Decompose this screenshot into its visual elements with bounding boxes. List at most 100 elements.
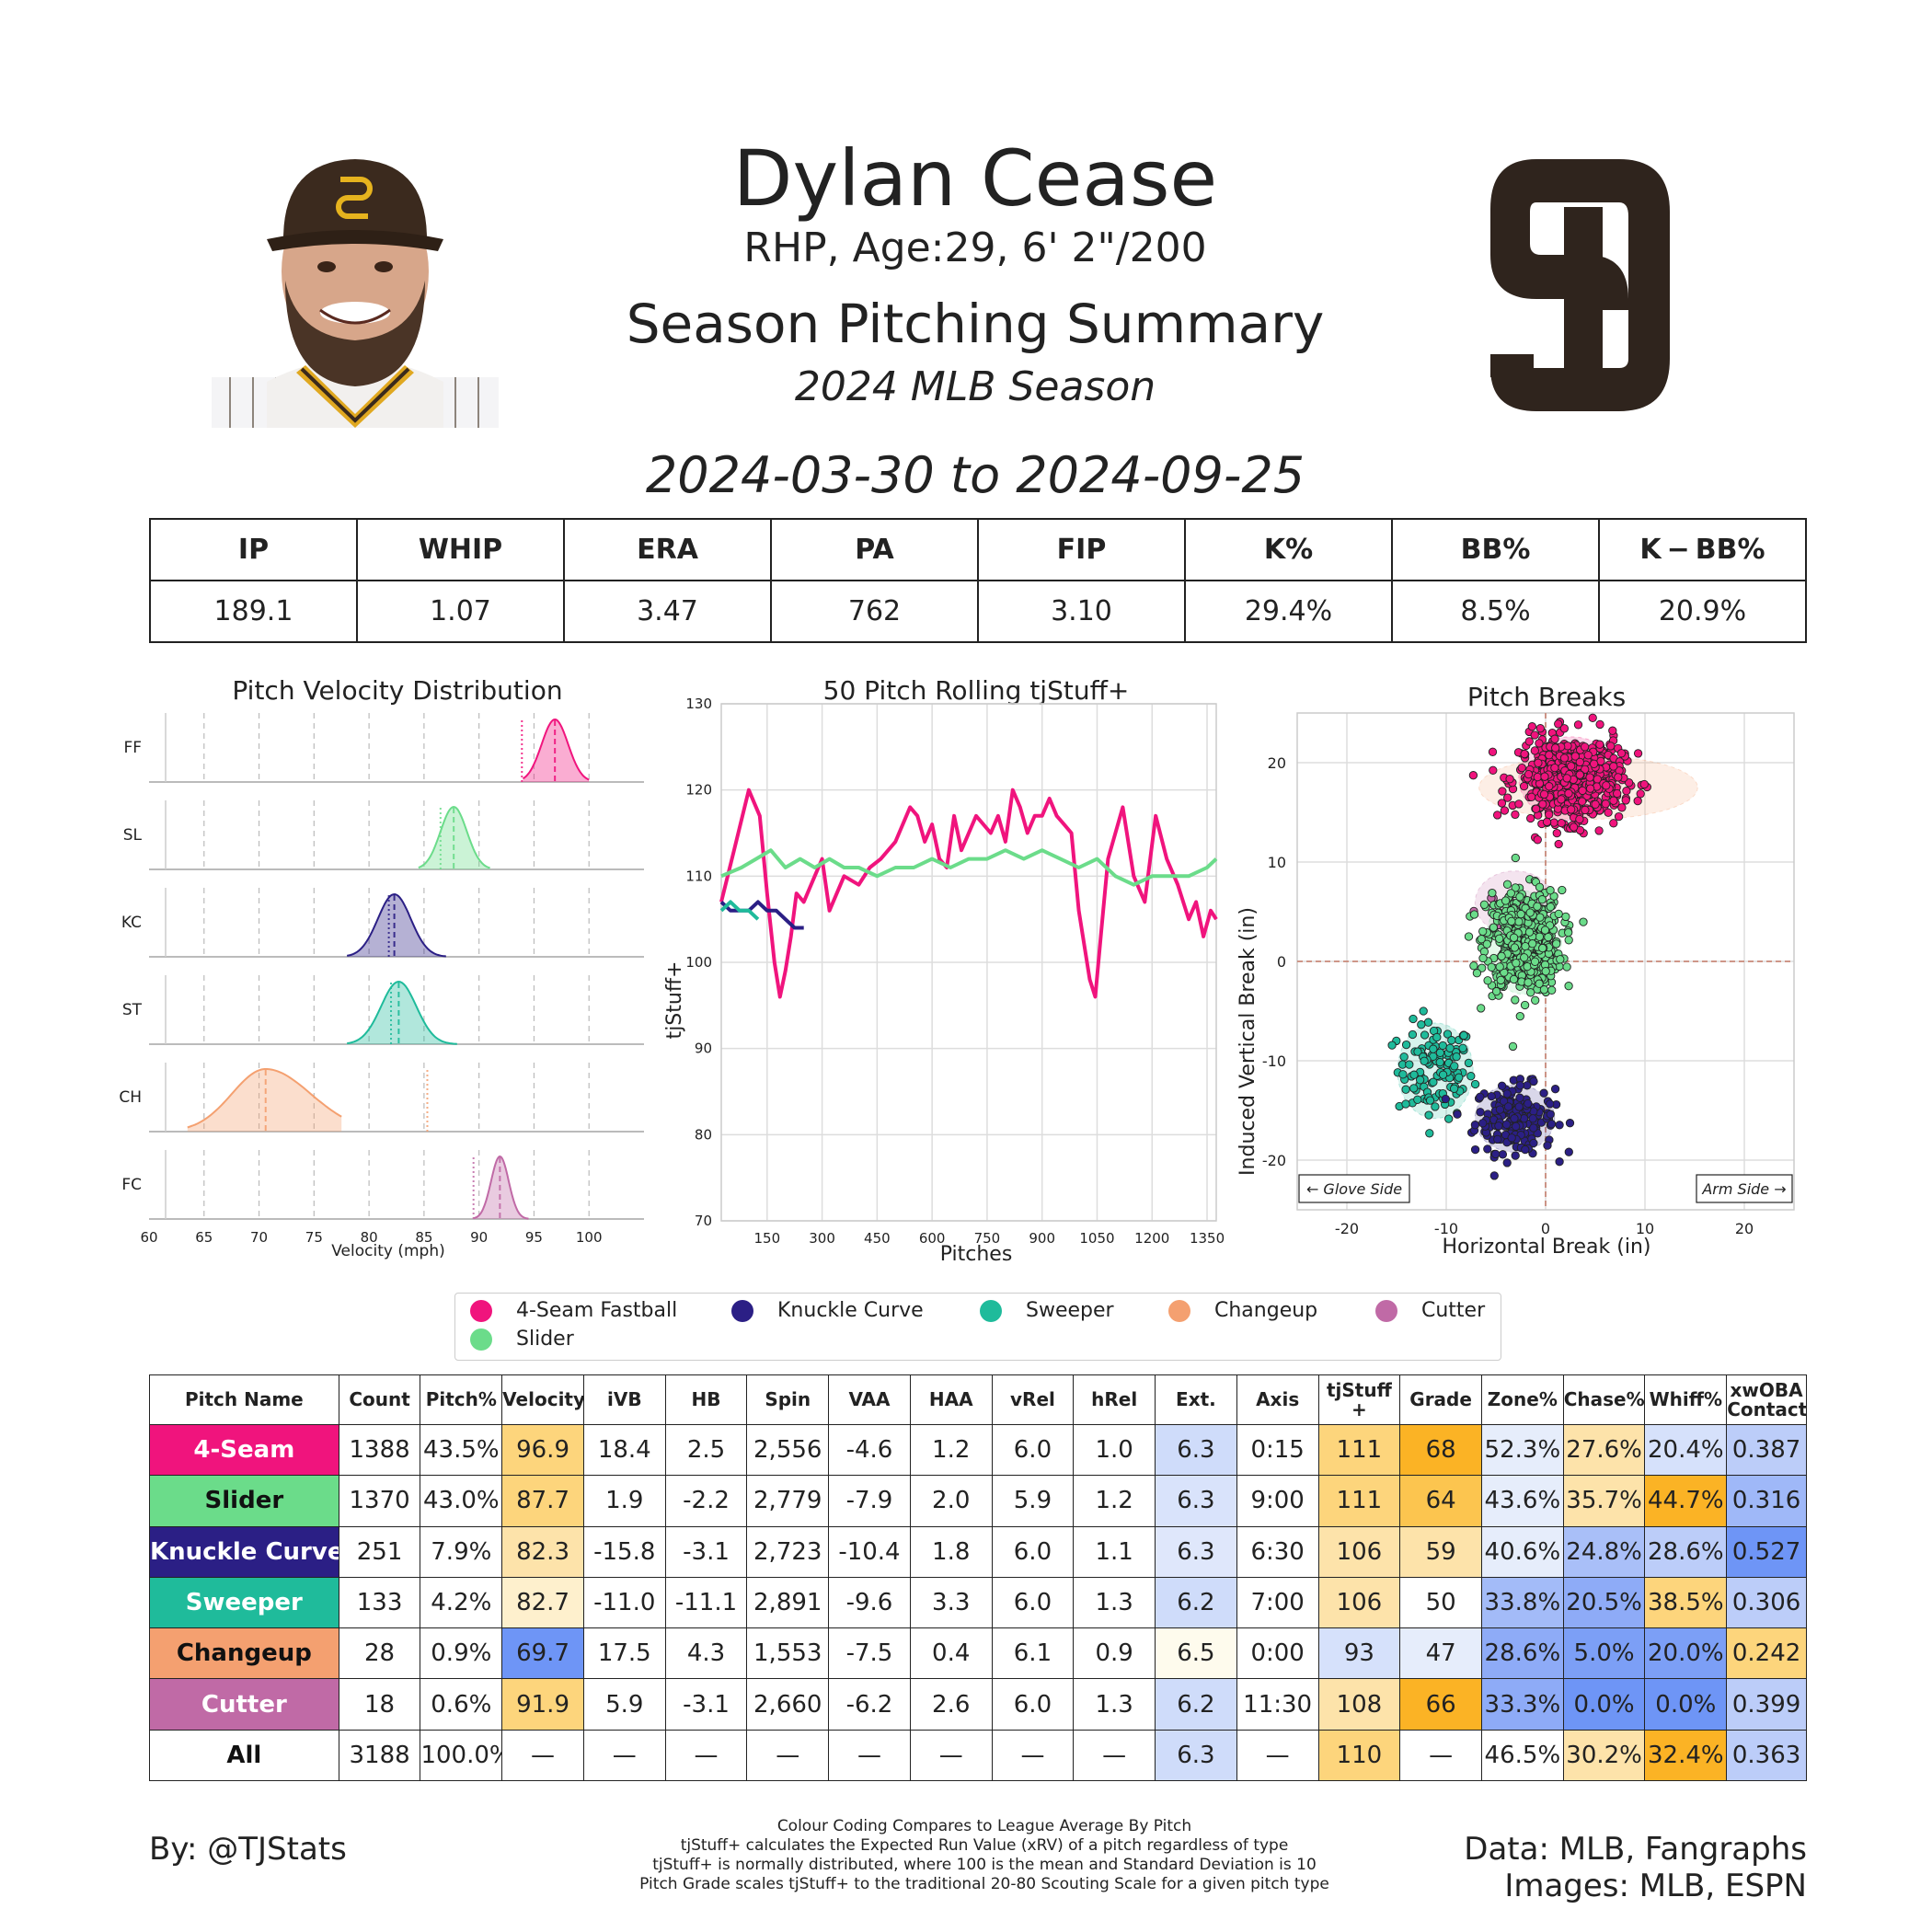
x-tick-label: 1350 (1190, 1230, 1225, 1247)
pitch-point (1573, 720, 1583, 730)
table-row: Knuckle Curve 251 7.9% 82.3 -15.8 -3.1 2,723 -1… (149, 1525, 1807, 1578)
table-cell: 91.9 (501, 1678, 584, 1731)
pitch-point (1497, 1081, 1507, 1090)
density-line (473, 1155, 529, 1220)
pitch-point (1565, 1119, 1575, 1128)
x-tick-label: 900 (1029, 1230, 1055, 1247)
x-tick-label: 1050 (1079, 1230, 1114, 1247)
pitch-point (1425, 1129, 1434, 1138)
pitch-point (1527, 722, 1536, 731)
pitch-point (1564, 927, 1573, 937)
pitch-point (1622, 787, 1631, 796)
table-cell: 4.3 (664, 1627, 748, 1680)
pitch-point (1531, 995, 1540, 1005)
pitch-point (1420, 1030, 1430, 1040)
pitch-point (1470, 1079, 1480, 1089)
pitch-point (1503, 793, 1512, 802)
table-cell: -3.1 (664, 1678, 748, 1731)
pitch-point (1497, 799, 1507, 808)
pitch-point (1501, 1120, 1512, 1129)
table-cell: 2.0 (909, 1475, 993, 1527)
pitch-point (1398, 1070, 1408, 1079)
pitch-point (1535, 913, 1545, 922)
pitch-point (1503, 1102, 1513, 1111)
series-line (719, 900, 804, 930)
legend-marker (1375, 1299, 1397, 1322)
pitch-point (1633, 796, 1642, 806)
pitch-point (1529, 1138, 1538, 1148)
pitch-point (1578, 797, 1587, 806)
pitch-point (1547, 1120, 1557, 1129)
pitch-point (1491, 986, 1501, 996)
rolling-stuff-chart: 50 Pitch Rolling tjStuff+ 150 300 450 600 75… (663, 675, 1225, 1266)
pitch-point (1529, 1123, 1538, 1133)
pitch-point (1535, 739, 1544, 748)
pitch-point (1432, 1032, 1442, 1042)
pitch-point (1453, 1110, 1462, 1119)
pitch-point (1557, 818, 1566, 828)
table-cell: 6.5 (1155, 1627, 1237, 1680)
legend-marker (470, 1328, 492, 1351)
plot-frame (720, 703, 1217, 1222)
pitch-point (1524, 1098, 1533, 1109)
pitch-point (1564, 982, 1573, 991)
pitch-point (1551, 743, 1560, 753)
pitch-name-cell: All (149, 1729, 339, 1782)
column-header: Ext. (1155, 1374, 1237, 1425)
legend-item: Cutter (1375, 1299, 1485, 1322)
pitch-point (1515, 1093, 1524, 1102)
pitch-point (1508, 1041, 1518, 1052)
table-row: Changeup 28 0.9% 69.7 17.5 4.3 1,553 -7.5 0.4 6.1… (149, 1627, 1807, 1680)
pitch-point (1455, 1073, 1464, 1082)
table-cell: 1.0 (1073, 1423, 1156, 1477)
legend-marker (731, 1299, 753, 1322)
velocity-x-label: Velocity (mph) (331, 1242, 444, 1260)
table-cell: 2.6 (909, 1678, 993, 1731)
table-cell: 1370 (338, 1475, 421, 1527)
pitch-point (1533, 772, 1542, 782)
table-cell: 47 (1399, 1627, 1482, 1680)
season-label: 2024 MLB Season (794, 363, 1156, 410)
pitch-point (1564, 788, 1573, 799)
column-header: vRel (991, 1374, 1075, 1425)
footer-notes: Colour Coding Compares to League Average… (607, 1817, 1362, 1894)
pitch-point (1613, 788, 1622, 799)
pitch-point (1500, 806, 1510, 815)
pitch-point (1520, 953, 1529, 962)
pitch-point (1523, 1081, 1532, 1090)
density-line (346, 892, 446, 958)
pitch-point (1550, 763, 1559, 773)
x-tick-label: 300 (809, 1230, 835, 1247)
note-line: Pitch Grade scales tjStuff+ to the tradi… (639, 1875, 1329, 1893)
pitch-point (1511, 995, 1520, 1005)
stat-value: 1.07 (356, 580, 565, 643)
pitch-point (1435, 1057, 1444, 1067)
table-cell: 24.8% (1562, 1525, 1646, 1578)
pitch-point (1558, 885, 1567, 895)
table-cell: 0:15 (1236, 1423, 1319, 1477)
pitch-point (1441, 1094, 1450, 1104)
table-cell: 6.2 (1155, 1576, 1237, 1629)
x-tick-label: 450 (864, 1230, 891, 1247)
pitch-point (1483, 1144, 1492, 1154)
pitch-point (1616, 749, 1627, 758)
table-cell: 5.9 (582, 1678, 666, 1731)
table-cell: — (1236, 1729, 1319, 1782)
pitch-point (1579, 917, 1588, 926)
table-cell: 20.5% (1562, 1576, 1646, 1629)
table-cell: 33.3% (1480, 1678, 1564, 1731)
table-cell: 43.5% (420, 1423, 503, 1477)
pitch-point (1609, 796, 1618, 805)
pitch-point (1528, 939, 1537, 949)
column-header: Zone% (1480, 1374, 1564, 1425)
pitch-point (1511, 810, 1520, 820)
legend-item: Knuckle Curve (731, 1299, 924, 1322)
pitch-point (1530, 730, 1539, 740)
column-header: Count (338, 1374, 421, 1425)
legend-label: Knuckle Curve (777, 1299, 924, 1322)
stat-value: 189.1 (149, 580, 358, 643)
table-cell: 5.9 (991, 1475, 1075, 1527)
pitch-point (1539, 789, 1549, 799)
pitch-point (1429, 1044, 1438, 1053)
table-cell: 17.5 (582, 1627, 666, 1680)
